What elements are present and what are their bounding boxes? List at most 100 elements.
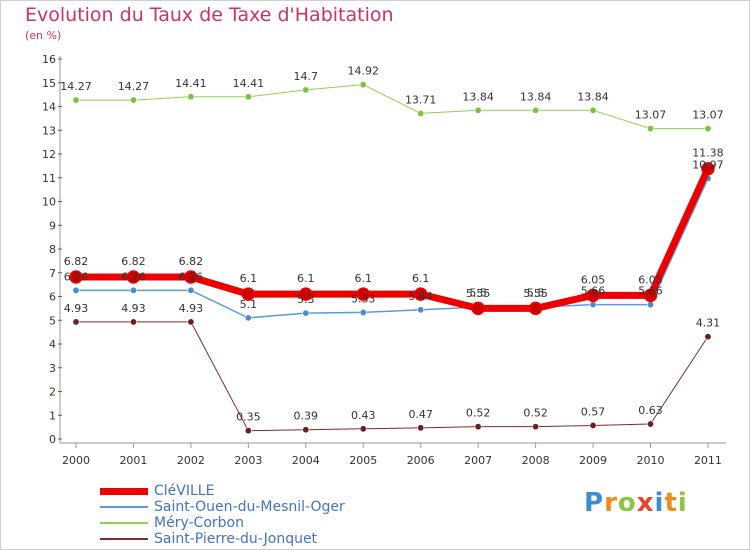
data-label-mery-corbon: 13.84 (577, 90, 609, 103)
proxiti-logo: Proxiti (584, 488, 688, 518)
data-label-cleville: 6.1 (412, 272, 430, 285)
data-label-saint-ouen-du-mesnil-oger: 6.26 (64, 270, 89, 283)
data-point-saint-ouen-du-mesnil-oger (417, 306, 425, 314)
data-point-saint-pierre-du-jonquet (532, 423, 540, 431)
legend-item-saint-ouen-du-mesnil-oger: Saint-Ouen-du-Mesnil-Oger (100, 499, 345, 515)
data-point-saint-pierre-du-jonquet (704, 333, 712, 341)
data-point-saint-pierre-du-jonquet (646, 420, 654, 428)
y-tick-label: 14 (42, 101, 56, 114)
data-label-saint-pierre-du-jonquet: 4.93 (121, 302, 146, 315)
chart-unit-label: (en %) (25, 29, 62, 42)
data-point-saint-ouen-du-mesnil-oger (72, 286, 80, 294)
data-label-mery-corbon: 14.41 (233, 77, 265, 90)
x-tick-label: 2011 (694, 454, 722, 467)
y-tick-label: 3 (49, 362, 56, 375)
data-point-saint-ouen-du-mesnil-oger (302, 309, 310, 317)
data-point-mery-corbon (704, 125, 712, 133)
data-point-saint-ouen-du-mesnil-oger (589, 301, 597, 309)
legend-swatch (100, 506, 148, 508)
data-label-mery-corbon: 14.27 (118, 80, 150, 93)
y-tick-label: 11 (42, 172, 56, 185)
data-label-saint-ouen-du-mesnil-oger: 5.66 (638, 285, 663, 298)
data-point-mery-corbon (129, 96, 137, 104)
data-label-mery-corbon: 14.41 (175, 77, 207, 90)
chart-legend: CléVILLE Saint-Ouen-du-Mesnil-Oger Méry-Co… (100, 483, 345, 547)
data-point-cleville (643, 288, 658, 303)
x-tick-label: 2008 (522, 454, 550, 467)
x-tick-label: 2003 (234, 454, 262, 467)
data-label-saint-pierre-du-jonquet: 0.57 (581, 405, 606, 418)
data-label-saint-ouen-du-mesnil-oger: 5.1 (240, 298, 258, 311)
x-tick-label: 2001 (119, 454, 147, 467)
data-point-saint-pierre-du-jonquet (72, 318, 80, 326)
data-point-mery-corbon (359, 81, 367, 89)
data-label-saint-pierre-du-jonquet: 0.52 (523, 407, 548, 420)
data-point-mery-corbon (532, 106, 540, 114)
data-label-cleville: 6.82 (121, 255, 146, 268)
x-tick-label: 2002 (177, 454, 205, 467)
data-point-saint-pierre-du-jonquet (589, 421, 597, 429)
data-label-cleville: 6.1 (297, 272, 315, 285)
chart-title: Evolution du Taux de Taxe d'Habitation (25, 4, 394, 26)
series-line-cleville (72, 165, 712, 312)
data-point-cleville (413, 287, 428, 301)
series-line-saint-ouen-du-mesnil-oger (75, 177, 709, 319)
data-label-mery-corbon: 13.84 (462, 90, 494, 103)
data-point-saint-pierre-du-jonquet (187, 318, 195, 326)
data-point-cleville (356, 287, 370, 301)
data-label-saint-ouen-du-mesnil-oger: 5.55 (523, 287, 548, 300)
data-label-mery-corbon: 14.92 (348, 65, 380, 78)
data-label-saint-pierre-du-jonquet: 4.93 (179, 302, 204, 315)
data-point-cleville (471, 301, 485, 316)
legend-label: Saint-Pierre-du-Jonquet (154, 531, 318, 547)
data-point-cleville (241, 287, 256, 301)
data-point-mery-corbon (72, 96, 80, 104)
legend-swatch (100, 538, 148, 540)
data-label-saint-pierre-du-jonquet: 4.31 (696, 317, 721, 330)
data-point-cleville (184, 270, 198, 284)
series-line-saint-pierre-du-jonquet (75, 321, 709, 432)
data-label-saint-ouen-du-mesnil-oger: 5.3 (297, 293, 315, 306)
x-tick-label: 2010 (637, 454, 665, 467)
data-point-cleville (528, 301, 543, 316)
y-tick-label: 6 (49, 291, 56, 304)
data-point-saint-pierre-du-jonquet (417, 424, 425, 432)
data-point-mery-corbon (302, 86, 310, 94)
data-label-cleville: 5.5 (469, 286, 487, 299)
data-label-saint-pierre-du-jonquet: 0.43 (351, 409, 376, 422)
y-tick-label: 5 (49, 314, 56, 327)
data-point-cleville (299, 287, 313, 301)
legend-label: Saint-Ouen-du-Mesnil-Oger (154, 499, 345, 515)
data-point-saint-ouen-du-mesnil-oger (129, 286, 137, 294)
data-label-mery-corbon: 13.07 (635, 109, 667, 122)
data-point-saint-ouen-du-mesnil-oger (359, 308, 367, 316)
data-point-saint-ouen-du-mesnil-oger (187, 286, 195, 294)
data-label-mery-corbon: 13.07 (692, 109, 724, 122)
data-point-saint-ouen-du-mesnil-oger (244, 314, 252, 322)
data-point-mery-corbon (589, 106, 597, 114)
y-tick-label: 0 (49, 433, 56, 446)
data-label-cleville: 6.1 (240, 272, 258, 285)
data-label-saint-ouen-du-mesnil-oger: 10.97 (692, 158, 724, 171)
data-label-mery-corbon: 13.84 (520, 90, 552, 103)
y-tick-label: 9 (49, 219, 56, 232)
data-point-saint-pierre-du-jonquet (244, 427, 252, 435)
data-point-cleville (586, 288, 600, 303)
legend-label: CléVILLE (154, 483, 215, 499)
data-label-saint-ouen-du-mesnil-oger: 5.55 (466, 287, 491, 300)
y-tick-label: 1 (49, 409, 56, 422)
data-label-cleville: 6.82 (179, 255, 204, 268)
y-tick-label: 4 (49, 338, 56, 351)
data-point-saint-pierre-du-jonquet (474, 423, 482, 431)
data-label-cleville: 11.38 (692, 147, 724, 160)
data-point-mery-corbon (187, 93, 195, 101)
data-point-saint-pierre-du-jonquet (359, 425, 367, 433)
data-label-saint-pierre-du-jonquet: 0.52 (466, 407, 491, 420)
data-point-saint-pierre-du-jonquet (302, 426, 310, 434)
data-label-saint-pierre-du-jonquet: 0.47 (408, 408, 433, 421)
y-tick-label: 2 (49, 386, 56, 399)
data-point-mery-corbon (417, 109, 425, 117)
data-point-cleville (701, 161, 715, 176)
x-tick-label: 2005 (349, 454, 377, 467)
data-label-saint-ouen-du-mesnil-oger: 6.26 (179, 270, 204, 283)
